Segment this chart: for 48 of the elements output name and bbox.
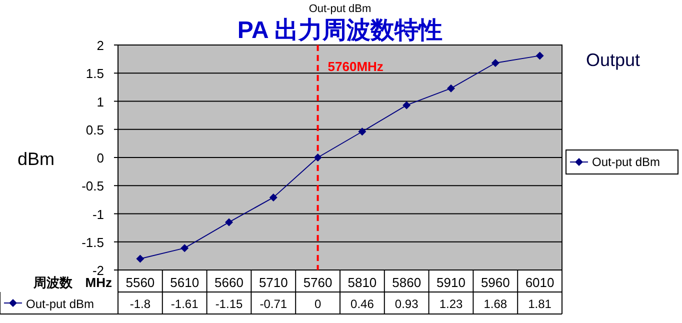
text: Output bbox=[586, 50, 640, 70]
point bbox=[491, 59, 500, 67]
point bbox=[136, 254, 144, 263]
point bbox=[447, 84, 455, 92]
data-label: 1.68 bbox=[484, 297, 508, 311]
point bbox=[314, 154, 322, 162]
chart-title: PA 出力周波数特性 bbox=[237, 17, 443, 44]
point bbox=[180, 244, 189, 252]
point bbox=[269, 193, 278, 202]
data-label: -1.8 bbox=[130, 297, 151, 311]
ref-line-label: 5760MHz bbox=[328, 59, 384, 74]
x-axis-title: 周波数 MHz bbox=[32, 275, 112, 290]
data-label: 1.23 bbox=[439, 297, 463, 311]
y-tick-label: 1 bbox=[96, 94, 104, 110]
point bbox=[402, 101, 411, 110]
data-label: 0.46 bbox=[350, 297, 374, 311]
legend-label: Out-put dBm bbox=[592, 155, 660, 169]
x-tick-label: 5610 bbox=[170, 275, 200, 290]
x-tick-label: 5710 bbox=[258, 275, 288, 290]
x-tick-label: 5810 bbox=[348, 275, 377, 290]
data-label: 1.81 bbox=[528, 297, 552, 311]
data-label: -1.15 bbox=[215, 297, 243, 311]
y-tick-label: -1 bbox=[92, 206, 104, 222]
y-tick-label: -2 bbox=[92, 263, 104, 278]
chart-subtitle: Out-put dBm bbox=[308, 3, 372, 15]
y-tick-label: -1.5 bbox=[82, 234, 104, 250]
point bbox=[358, 128, 366, 136]
y-tick-label: -0.5 bbox=[82, 178, 104, 194]
data-label: 0.93 bbox=[394, 297, 419, 311]
text: Out-put dBm bbox=[26, 297, 94, 311]
x-tick-label: 5860 bbox=[392, 275, 422, 290]
y-tick-label: 0 bbox=[96, 150, 104, 166]
y-tick-label: 2 bbox=[96, 38, 104, 53]
x-tick-label: 5960 bbox=[480, 275, 510, 290]
point bbox=[536, 52, 544, 60]
legend: Out-put dBm bbox=[566, 150, 678, 174]
data-label: -0.71 bbox=[260, 297, 288, 311]
x-tick-label: 5760 bbox=[303, 275, 332, 290]
y-tick-label: 1.5 bbox=[86, 66, 104, 82]
data-label: -1.61 bbox=[170, 297, 199, 311]
y-axis-title: dBm bbox=[17, 149, 55, 169]
x-tick-label: 6010 bbox=[525, 275, 554, 290]
x-tick-label: 5660 bbox=[214, 275, 244, 290]
point bbox=[225, 218, 233, 226]
data-label: 0 bbox=[314, 297, 322, 311]
x-tick-label: 5910 bbox=[436, 275, 466, 290]
y-tick-label: 0.5 bbox=[86, 122, 104, 138]
x-tick-label: 5560 bbox=[126, 275, 155, 290]
